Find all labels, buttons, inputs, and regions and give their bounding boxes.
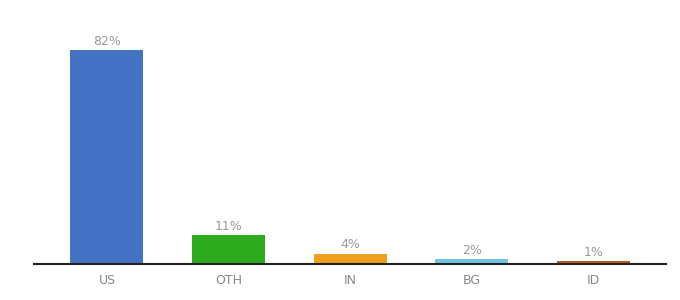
- Bar: [557, 261, 630, 264]
- Text: 4%: 4%: [340, 238, 360, 251]
- Text: 82%: 82%: [93, 35, 121, 48]
- Text: 2%: 2%: [462, 244, 481, 257]
- Bar: [313, 254, 387, 264]
- Text: 1%: 1%: [583, 246, 603, 259]
- Bar: [192, 235, 265, 264]
- Bar: [71, 50, 143, 264]
- Bar: [435, 259, 509, 264]
- Text: 11%: 11%: [215, 220, 243, 233]
